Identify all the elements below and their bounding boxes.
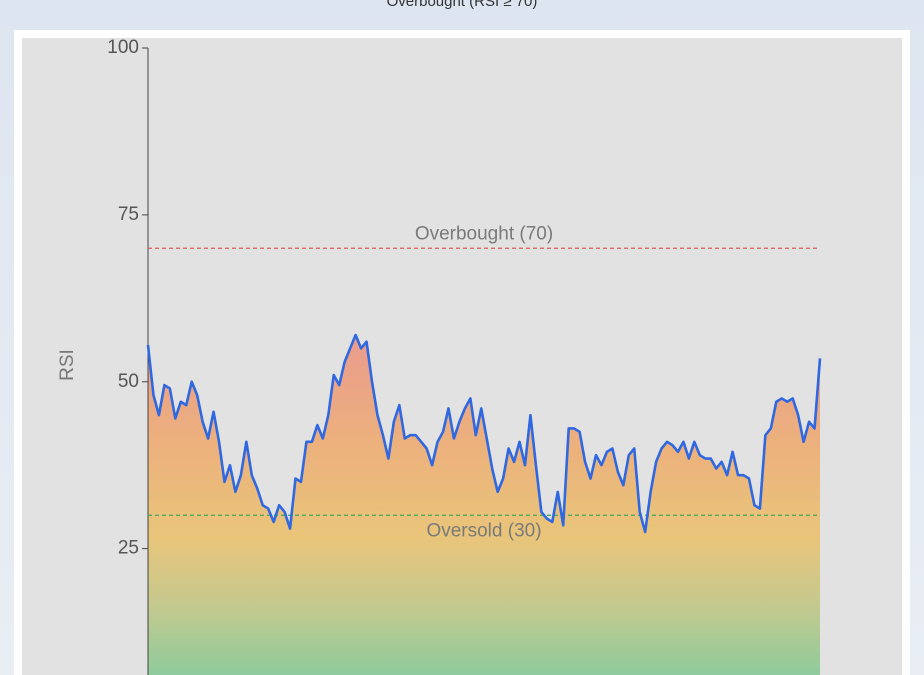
rsi-area (148, 335, 820, 675)
y-axis-label: RSI (57, 349, 78, 381)
y-tick-label: 50 (118, 371, 139, 392)
y-tick-label: 75 (118, 204, 139, 225)
y-tick-label: 25 (118, 538, 139, 559)
y-tick-label: 100 (107, 37, 139, 58)
rsi-line (146, 333, 822, 534)
chart-title: Overbought (RSI ≥ 70) (387, 0, 538, 10)
reference-label: Overbought (70) (415, 223, 553, 244)
reference-label: Oversold (30) (426, 520, 541, 541)
